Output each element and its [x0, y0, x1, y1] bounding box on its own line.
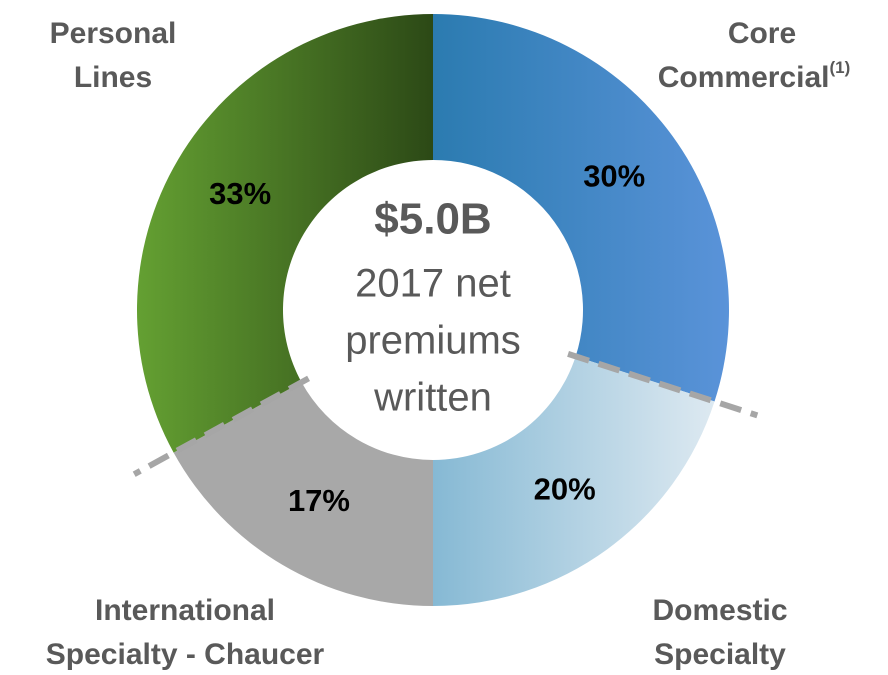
labels: $5.0B 30% 20% 17% 33% Core Commercial(1) Domes… [46, 17, 850, 671]
category-line: Domestic [652, 594, 787, 627]
value-label: 17% [288, 483, 350, 518]
value-label: 30% [583, 159, 645, 194]
category-label: Specialty [654, 638, 786, 671]
segment [433, 356, 715, 606]
divider [567, 351, 759, 419]
category-line: Commercial [658, 61, 830, 94]
footnote-marker: (1) [829, 58, 850, 77]
value-label: 20% [534, 471, 596, 506]
category-label: Domestic [652, 594, 787, 627]
center-text: 2017 net [355, 262, 511, 306]
segment [136, 13, 434, 453]
value-label: 33% [209, 176, 271, 211]
divider [132, 375, 311, 477]
dividers [132, 351, 759, 477]
category-label: Core [728, 17, 796, 50]
category-label: International [95, 594, 275, 627]
category-line: International [95, 594, 275, 627]
category-line: Lines [74, 61, 152, 94]
category-line: Specialty [654, 638, 786, 671]
center-value: $5.0B [374, 195, 491, 244]
category-label: Commercial(1) [658, 58, 851, 93]
segment [433, 14, 729, 402]
category-line: Core [728, 17, 796, 50]
category-line: Specialty - Chaucer [46, 638, 325, 671]
segment [173, 382, 433, 606]
category-label: Personal [50, 17, 177, 50]
center-text: premiums [345, 319, 521, 363]
category-line: Personal [50, 17, 177, 50]
segments [136, 13, 729, 606]
category-label: Lines [74, 61, 152, 94]
category-label: Specialty - Chaucer [46, 638, 325, 671]
center-text: written [373, 376, 492, 420]
